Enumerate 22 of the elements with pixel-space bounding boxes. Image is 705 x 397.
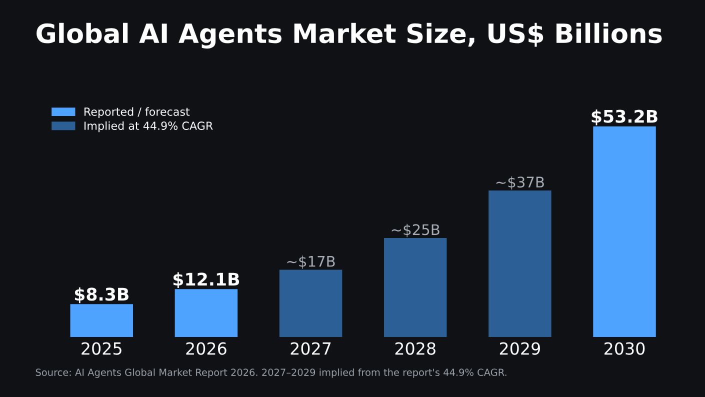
- data-label: ~$17B: [287, 256, 335, 269]
- x-tick-label: 2026: [186, 342, 226, 355]
- bar: [279, 270, 342, 338]
- x-tick-label: 2028: [395, 342, 436, 355]
- data-label: ~$25B: [392, 224, 440, 238]
- bar: [70, 304, 134, 338]
- bar: [593, 126, 656, 338]
- data-label: $12.1B: [173, 272, 240, 288]
- bar: [488, 190, 552, 338]
- data-label: $53.2B: [592, 109, 658, 126]
- data-label: $8.3B: [74, 287, 128, 304]
- bar: [384, 238, 447, 338]
- x-tick-label: 2030: [604, 342, 645, 355]
- bar: [174, 289, 238, 338]
- source-note: Source: AI Agents Global Market Report 2026. 2027–2029 implied from the report's 44.9% CAGR.: [36, 368, 506, 378]
- chart-title: Global AI Agents Market Size, US$ Billions: [36, 22, 662, 49]
- legend-label: Implied at 44.9% CAGR: [84, 121, 213, 132]
- data-label: ~$37B: [496, 176, 544, 190]
- x-tick-label: 2029: [500, 342, 540, 355]
- x-tick-label: 2027: [290, 342, 331, 355]
- legend-label: Reported / forecast: [84, 107, 190, 118]
- x-tick-label: 2025: [82, 342, 122, 355]
